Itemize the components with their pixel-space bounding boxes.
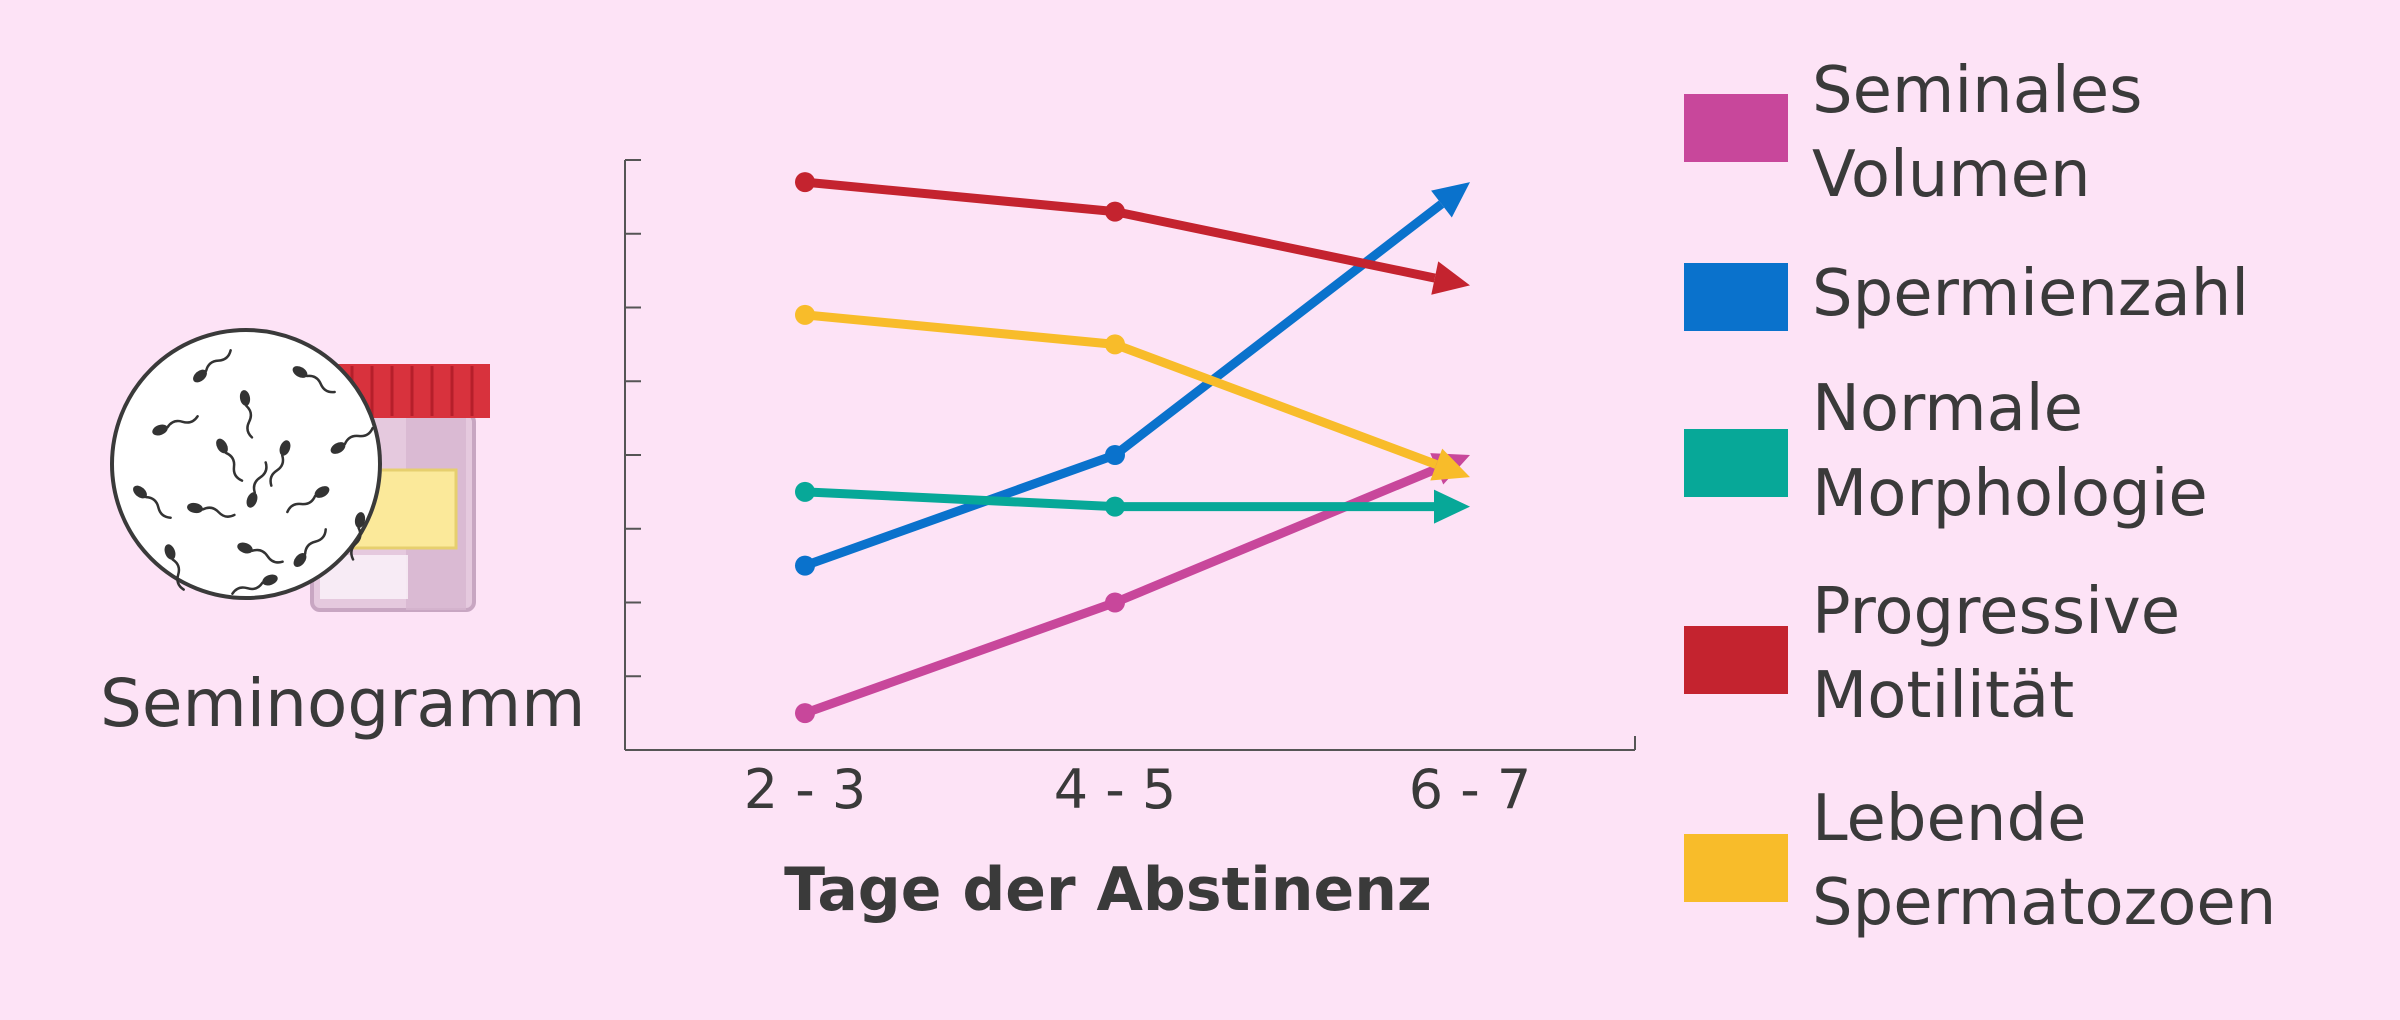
arrowhead-data-point	[1434, 489, 1470, 524]
data-point	[1105, 592, 1125, 613]
series-progressive-motilit-t	[795, 172, 1470, 295]
series-spermienzahl	[795, 182, 1470, 576]
data-point	[795, 172, 815, 193]
sperm-cell	[152, 415, 199, 436]
x-tick-labels: 2 - 3 4 - 5 6 - 7	[744, 758, 1532, 821]
data-point	[1105, 445, 1125, 465]
chart-series	[795, 172, 1470, 724]
legend-swatch	[1684, 429, 1788, 497]
sperm-cell	[231, 574, 278, 595]
sperm-cell	[330, 426, 374, 454]
data-point	[795, 304, 815, 325]
data-point	[795, 555, 815, 576]
legend-item: Lebende Spermatozoen	[1684, 782, 2276, 940]
seminogram-illustration: Seminogramm	[100, 328, 585, 742]
x-axis-title: Tage der Abstinenz	[784, 855, 1432, 925]
legend-item: Progressive Motilität	[1684, 575, 2180, 733]
arrowhead-data-point	[1431, 261, 1470, 295]
legend-label: Progressive	[1812, 575, 2180, 649]
sperm-cell	[239, 390, 254, 439]
sperm-cell	[269, 440, 291, 487]
legend-label: Lebende	[1812, 782, 2086, 856]
illustration-caption: Seminogramm	[100, 665, 585, 742]
data-point	[1105, 334, 1125, 355]
microscope-view-icon	[110, 328, 382, 600]
data-point	[795, 703, 815, 724]
series-line	[804, 177, 1436, 283]
chart-legend: Seminales Volumen Spermienzahl Normale Morph…	[1684, 54, 2276, 940]
legend-label: Spermienzahl	[1812, 257, 2249, 331]
series-normale-morphologie	[795, 481, 1470, 524]
data-point	[1105, 201, 1125, 222]
sperm-cell	[246, 461, 268, 508]
sperm-cell	[187, 502, 236, 518]
legend-swatch	[1684, 94, 1788, 162]
legend-swatch	[1684, 834, 1788, 902]
legend-label: Spermatozoen	[1812, 866, 2276, 940]
legend-swatch	[1684, 263, 1788, 331]
x-tick-label: 2 - 3	[744, 758, 867, 821]
legend-label: Normale	[1812, 372, 2083, 446]
sperm-cell	[133, 485, 172, 519]
data-point	[1105, 496, 1125, 517]
sperm-cell	[193, 349, 232, 383]
sperm-cell	[286, 486, 330, 514]
chart-axes	[624, 159, 1636, 751]
sperm-cell	[293, 528, 327, 567]
legend-label: Seminales	[1812, 54, 2142, 128]
x-tick-label: 6 - 7	[1409, 758, 1532, 821]
sperm-cell	[164, 544, 185, 591]
arrowhead-data-point	[1431, 182, 1470, 218]
legend-item: Seminales Volumen	[1684, 54, 2142, 212]
legend-item: Spermienzahl	[1684, 257, 2249, 331]
arrowhead-data-point	[1430, 448, 1470, 481]
series-lebende-spermatozoen	[795, 304, 1470, 481]
sperm-cell	[237, 542, 284, 564]
sperm-cell	[350, 512, 366, 561]
legend-label: Volumen	[1812, 138, 2091, 212]
data-point	[795, 481, 815, 502]
legend-label: Motilität	[1812, 659, 2074, 733]
x-tick-label: 4 - 5	[1054, 758, 1177, 821]
legend-item: Normale Morphologie	[1684, 372, 2208, 531]
line-chart: 2 - 3 4 - 5 6 - 7 Tage der Abstinenz	[624, 159, 1636, 925]
legend-label: Morphologie	[1812, 457, 2208, 531]
legend-swatch	[1684, 626, 1788, 694]
sperm-cell	[216, 438, 244, 482]
sperm-cell	[292, 366, 336, 394]
